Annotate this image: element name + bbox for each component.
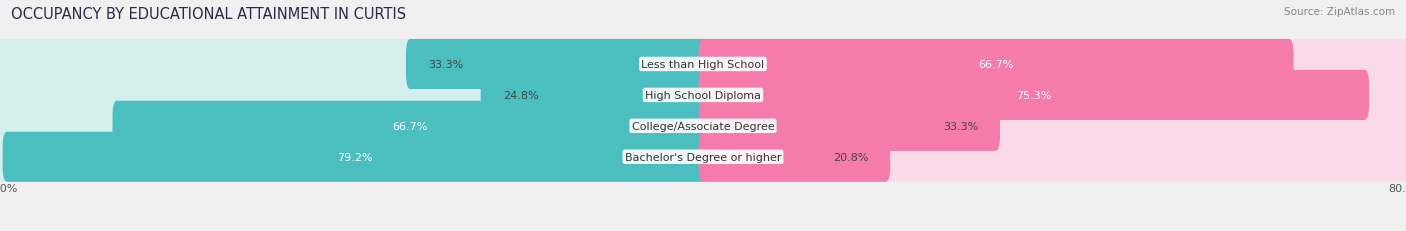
- Legend: Owner-occupied, Renter-occupied: Owner-occupied, Renter-occupied: [583, 228, 823, 231]
- FancyBboxPatch shape: [0, 70, 707, 120]
- FancyBboxPatch shape: [0, 40, 707, 90]
- FancyBboxPatch shape: [112, 101, 707, 151]
- Text: High School Diploma: High School Diploma: [645, 91, 761, 100]
- FancyBboxPatch shape: [699, 101, 1000, 151]
- Text: 33.3%: 33.3%: [943, 121, 979, 131]
- FancyBboxPatch shape: [3, 132, 707, 182]
- Text: 75.3%: 75.3%: [1017, 91, 1052, 100]
- FancyBboxPatch shape: [699, 132, 1406, 182]
- FancyBboxPatch shape: [0, 40, 1406, 90]
- Text: 79.2%: 79.2%: [337, 152, 373, 162]
- FancyBboxPatch shape: [699, 101, 1406, 151]
- FancyBboxPatch shape: [699, 70, 1406, 120]
- FancyBboxPatch shape: [481, 70, 707, 120]
- FancyBboxPatch shape: [699, 40, 1294, 90]
- Text: Less than High School: Less than High School: [641, 60, 765, 70]
- Text: 66.7%: 66.7%: [979, 60, 1014, 70]
- Text: 24.8%: 24.8%: [503, 91, 538, 100]
- Text: OCCUPANCY BY EDUCATIONAL ATTAINMENT IN CURTIS: OCCUPANCY BY EDUCATIONAL ATTAINMENT IN C…: [11, 7, 406, 22]
- Text: 66.7%: 66.7%: [392, 121, 427, 131]
- FancyBboxPatch shape: [0, 101, 1406, 151]
- Text: 33.3%: 33.3%: [427, 60, 463, 70]
- FancyBboxPatch shape: [0, 101, 707, 151]
- FancyBboxPatch shape: [699, 132, 890, 182]
- Text: Bachelor's Degree or higher: Bachelor's Degree or higher: [624, 152, 782, 162]
- Text: College/Associate Degree: College/Associate Degree: [631, 121, 775, 131]
- FancyBboxPatch shape: [0, 132, 707, 182]
- Text: 20.8%: 20.8%: [832, 152, 869, 162]
- FancyBboxPatch shape: [0, 70, 1406, 120]
- FancyBboxPatch shape: [699, 40, 1406, 90]
- FancyBboxPatch shape: [699, 70, 1369, 120]
- Text: Source: ZipAtlas.com: Source: ZipAtlas.com: [1284, 7, 1395, 17]
- FancyBboxPatch shape: [0, 132, 1406, 182]
- FancyBboxPatch shape: [406, 40, 707, 90]
